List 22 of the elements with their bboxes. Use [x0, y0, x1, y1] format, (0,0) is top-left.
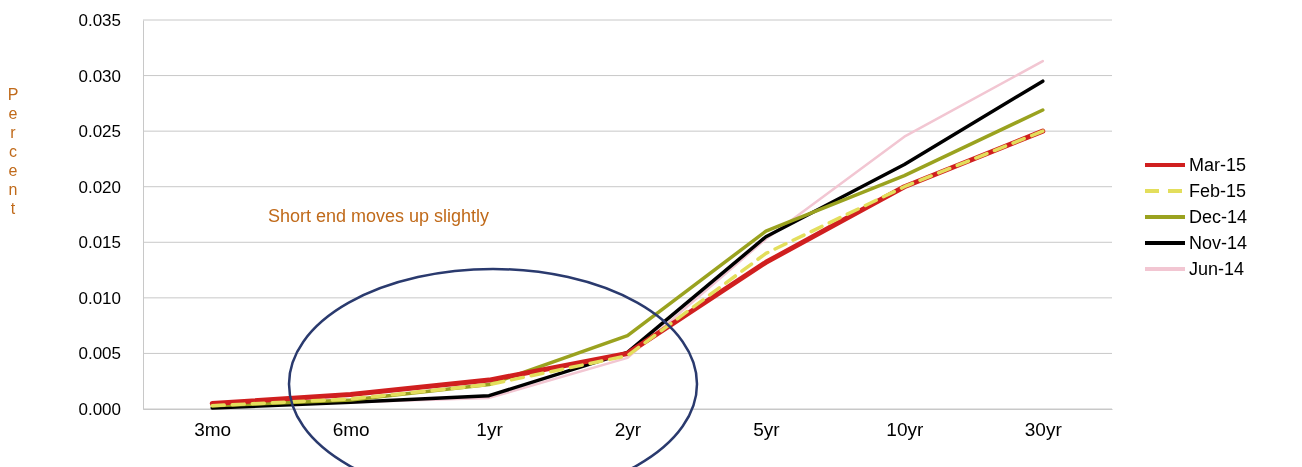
- x-tick-label: 6mo: [332, 419, 370, 441]
- legend-label: Feb-15: [1189, 181, 1247, 201]
- legend-label: Dec-14: [1189, 207, 1248, 227]
- y-tick-label: 0.025: [78, 122, 121, 142]
- y-tick-label: 0.005: [78, 344, 121, 364]
- legend-label: Jun-14: [1189, 259, 1245, 279]
- y-tick-label: 0.035: [78, 10, 121, 30]
- x-tick-label: 2yr: [614, 419, 642, 441]
- x-tick-label: 30yr: [1024, 419, 1063, 441]
- legend-label: Mar-15: [1189, 155, 1247, 175]
- x-tick-label: 5yr: [753, 419, 781, 441]
- legend-label: Nov-14: [1189, 233, 1248, 253]
- y-tick-label: 0.010: [78, 288, 121, 308]
- y-tick-label: 0.015: [78, 233, 121, 253]
- y-axis-title: Percent: [7, 86, 19, 217]
- y-tick-label: 0.020: [78, 177, 121, 197]
- x-tick-label: 1yr: [476, 419, 504, 441]
- y-tick-label: 0.000: [78, 399, 121, 419]
- x-tick-label: 10yr: [886, 419, 925, 441]
- y-tick-label: 0.030: [78, 66, 121, 86]
- annotation: Short end moves up slightly: [268, 206, 490, 226]
- x-tick-label: 3mo: [194, 419, 232, 441]
